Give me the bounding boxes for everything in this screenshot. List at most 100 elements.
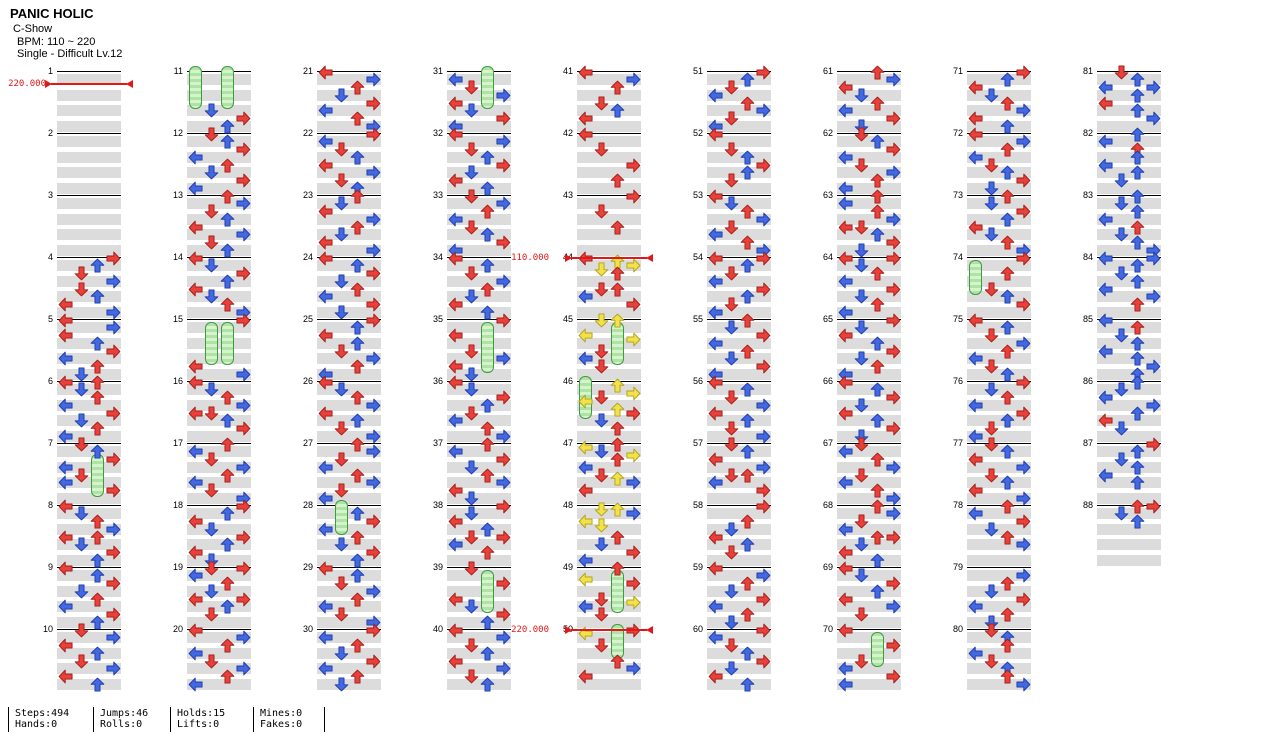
measure-number: 32 (432, 128, 443, 138)
arrow-right-icon (105, 630, 121, 645)
arrow-down-icon (724, 320, 739, 335)
stats-end-divider (324, 707, 325, 732)
arrow-down-icon (74, 584, 89, 599)
arrow-left-icon (968, 111, 983, 126)
measure: 14 (173, 251, 251, 320)
beat-band (187, 446, 251, 458)
arrow-right-icon (495, 475, 511, 490)
measure-number: 61 (822, 66, 833, 76)
arrow-up-icon (1000, 266, 1015, 281)
beat-band (1097, 167, 1161, 179)
measure-number: 80 (952, 624, 963, 634)
beat-band (577, 167, 641, 179)
beat-band (1097, 244, 1161, 256)
beat-band (707, 384, 771, 396)
beat-band (447, 353, 511, 365)
beat-band (967, 167, 1031, 179)
arrow-up-icon (610, 452, 625, 467)
arrow-up-icon (1130, 204, 1145, 219)
arrow-right-icon (495, 134, 511, 149)
beat-band (187, 167, 251, 179)
measure-line (967, 319, 1031, 321)
arrow-right-icon (495, 499, 511, 514)
measure: 74 (953, 251, 1031, 320)
arrow-up-icon (870, 173, 885, 188)
measure-number: 52 (692, 128, 703, 138)
arrow-up-icon (220, 274, 235, 289)
arrow-up-icon (740, 258, 755, 273)
arrow-up-icon (870, 553, 885, 568)
arrow-up-icon (480, 398, 495, 413)
arrow-down-icon (1114, 196, 1129, 211)
arrow-right-icon (885, 530, 901, 545)
measure: 65 (823, 313, 901, 382)
arrow-left-icon (708, 251, 723, 266)
arrow-down-icon (854, 398, 869, 413)
arrow-down-icon (464, 405, 479, 421)
beat-band (837, 477, 901, 489)
measure: 37 (433, 437, 511, 506)
arrow-right-icon (235, 111, 251, 126)
measure-number: 58 (692, 500, 703, 510)
arrow-right-icon (755, 212, 771, 227)
arrow-down-icon (854, 351, 869, 366)
beat-band (57, 446, 121, 458)
beat-band (447, 570, 511, 582)
arrow-down-icon (984, 615, 999, 630)
arrow-left-icon (188, 375, 203, 390)
arrow-up-icon (610, 313, 625, 328)
measure-number: 26 (302, 376, 313, 386)
bpm-marker-left-icon (565, 626, 572, 634)
arrow-down-icon (724, 80, 739, 95)
arrow-right-icon (365, 212, 381, 227)
beat-band (447, 663, 511, 675)
arrow-right-icon (105, 251, 121, 266)
arrow-up-icon (220, 669, 235, 684)
measure-line (317, 629, 381, 631)
arrow-up-icon (610, 80, 625, 95)
measure-line (57, 133, 121, 135)
beat-band (577, 554, 641, 566)
beat-band (187, 508, 251, 520)
measure-line (57, 505, 121, 507)
beat-band (317, 570, 381, 582)
stat-hands: Hands:0 (15, 719, 58, 730)
arrow-down-icon (334, 343, 349, 359)
arrow-up-icon (480, 522, 495, 537)
arrow-down-icon (594, 343, 609, 359)
beat-band (577, 337, 641, 349)
arrow-right-icon (105, 607, 121, 622)
measure-line (837, 71, 901, 73)
beat-band (57, 167, 121, 179)
beat-band (57, 539, 121, 551)
arrow-up-icon (1130, 475, 1145, 490)
arrow-right-icon (1015, 103, 1031, 118)
arrow-right-icon (365, 297, 381, 312)
arrow-up-icon (1000, 607, 1015, 622)
arrow-right-icon (625, 72, 641, 87)
measure-number: 66 (822, 376, 833, 386)
arrow-left-icon (448, 444, 463, 459)
beat-band (837, 492, 901, 504)
beat-band (57, 213, 121, 225)
arrow-left-icon (578, 351, 593, 366)
measure-number: 54 (692, 252, 703, 262)
arrow-left-icon (968, 452, 983, 467)
measure-number: 72 (952, 128, 963, 138)
beat-band (577, 616, 641, 628)
arrow-down-icon (984, 436, 999, 452)
beat-band (837, 198, 901, 210)
beat-band (967, 663, 1031, 675)
beat-band (707, 322, 771, 334)
measure-number: 42 (562, 128, 573, 138)
hold-note (481, 569, 494, 613)
beat-band (57, 244, 121, 256)
arrow-right-icon (1015, 406, 1031, 421)
beat-band (447, 601, 511, 613)
arrow-down-icon (464, 289, 479, 304)
arrow-right-icon (885, 599, 901, 614)
measure-line (317, 505, 381, 507)
arrow-right-icon (885, 491, 901, 506)
beat-band (1097, 430, 1161, 442)
beat-band (317, 306, 381, 318)
